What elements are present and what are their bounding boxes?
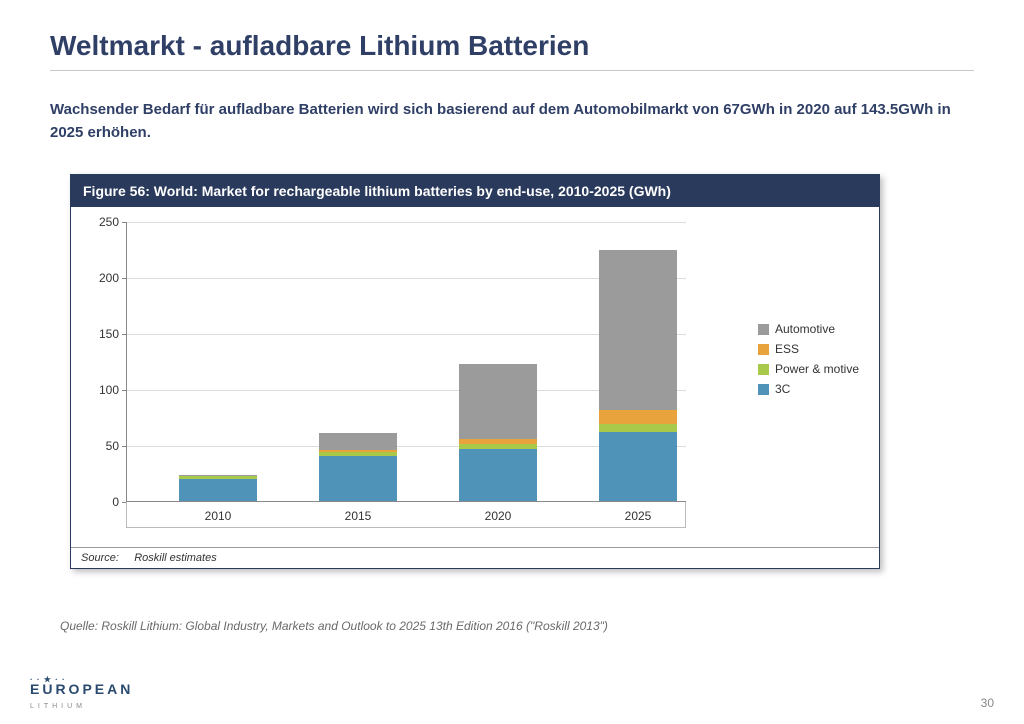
legend-label: 3C [775, 382, 790, 396]
bar-group: 2020 [459, 364, 537, 501]
bar-segment-3c [319, 456, 397, 501]
legend-item: Power & motive [758, 362, 859, 376]
y-tick-label: 150 [87, 327, 119, 341]
bar-segment-3c [599, 432, 677, 501]
y-tick-mark [122, 278, 127, 279]
y-tick-mark [122, 334, 127, 335]
y-tick-label: 50 [87, 439, 119, 453]
title-row: Weltmarkt - aufladbare Lithium Batterien [50, 30, 974, 71]
citation: Quelle: Roskill Lithium: Global Industry… [60, 619, 974, 633]
footer: · · ★ · · EUROPEAN LITHIUM 30 [30, 676, 994, 710]
x-axis-box [126, 502, 686, 528]
bar-segment-automotive [599, 250, 677, 411]
legend-item: ESS [758, 342, 859, 356]
bar-segment-automotive [319, 433, 397, 450]
bar-segment-3c [459, 449, 537, 501]
page-number: 30 [981, 696, 994, 710]
slide: Weltmarkt - aufladbare Lithium Batterien… [0, 0, 1024, 724]
y-tick-label: 0 [87, 495, 119, 509]
bar-segment-automotive [459, 364, 537, 439]
legend-swatch [758, 364, 769, 375]
legend: Automotive ESS Power & motive 3C [758, 322, 859, 402]
y-tick-mark [122, 222, 127, 223]
legend-item: Automotive [758, 322, 859, 336]
page-title: Weltmarkt - aufladbare Lithium Batterien [50, 30, 974, 62]
grid-line [127, 222, 686, 223]
y-tick-label: 200 [87, 271, 119, 285]
bar-segment-3c [179, 479, 257, 501]
chart-source: Source: Roskill estimates [71, 547, 879, 568]
bar-segment-power-motive [599, 424, 677, 432]
legend-label: ESS [775, 342, 799, 356]
chart-header: Figure 56: World: Market for rechargeabl… [71, 175, 879, 207]
y-tick-mark [122, 390, 127, 391]
source-label: Source: [81, 552, 119, 564]
chart-container: Figure 56: World: Market for rechargeabl… [70, 174, 880, 569]
bar-group: 2025 [599, 250, 677, 501]
legend-swatch [758, 324, 769, 335]
y-tick-label: 250 [87, 215, 119, 229]
bar-group: 2015 [319, 433, 397, 501]
chart-body: 0 50 100 150 200 250 2010 2015 2020 2025 Automoti… [71, 207, 879, 547]
source-value: Roskill estimates [134, 552, 217, 564]
plot-area: 0501001502002502010201520202025 [126, 222, 686, 502]
legend-swatch [758, 344, 769, 355]
bar-group: 2010 [179, 475, 257, 501]
subtitle: Wachsender Bedarf für aufladbare Batteri… [50, 99, 974, 144]
y-tick-label: 100 [87, 383, 119, 397]
bar-segment-ess [599, 410, 677, 423]
y-tick-mark [122, 446, 127, 447]
legend-label: Automotive [775, 322, 835, 336]
logo-top: EUROPEAN [30, 681, 133, 697]
legend-swatch [758, 384, 769, 395]
logo: · · ★ · · EUROPEAN LITHIUM [30, 676, 133, 710]
legend-item: 3C [758, 382, 859, 396]
logo-sub: LITHIUM [30, 703, 86, 710]
legend-label: Power & motive [775, 362, 859, 376]
